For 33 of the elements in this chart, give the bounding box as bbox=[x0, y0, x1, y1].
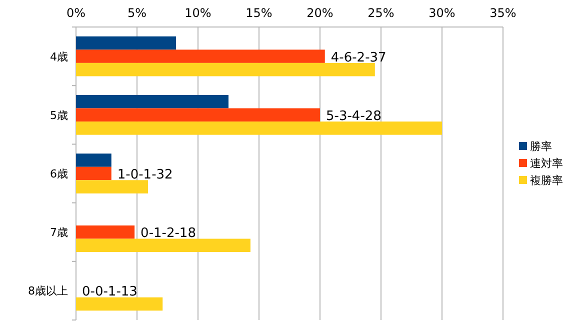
bar bbox=[76, 297, 163, 311]
x-tick-label: 10% bbox=[184, 6, 212, 20]
y-tick-label: 7歳 bbox=[50, 226, 68, 240]
legend-label: 複勝率 bbox=[530, 174, 563, 187]
bar bbox=[76, 225, 135, 239]
y-tick-label: 8歳以上 bbox=[28, 284, 68, 298]
x-tick-label: 30% bbox=[428, 6, 456, 20]
x-tick-label: 35% bbox=[490, 6, 516, 20]
annotation: 4-6-2-37 bbox=[330, 50, 386, 66]
bar bbox=[76, 238, 250, 252]
annotation: 0-0-1-13 bbox=[82, 284, 138, 300]
annotation: 0-1-2-18 bbox=[140, 226, 196, 242]
bar bbox=[76, 36, 176, 50]
bar bbox=[76, 50, 325, 63]
annotation: 5-3-4-28 bbox=[326, 108, 382, 124]
bar bbox=[76, 122, 442, 135]
bar bbox=[76, 180, 148, 194]
y-tick-label: 6歳 bbox=[50, 168, 68, 180]
legend-label: 勝率 bbox=[530, 140, 552, 153]
x-tick-label: 5% bbox=[127, 6, 147, 20]
bar bbox=[76, 166, 112, 180]
bar bbox=[76, 108, 320, 122]
y-tick-label: 4歳 bbox=[50, 50, 68, 64]
bar bbox=[76, 94, 228, 108]
x-tick-label: 25% bbox=[368, 6, 394, 20]
annotation: 1-0-1-32 bbox=[117, 168, 173, 182]
bar bbox=[76, 154, 112, 167]
y-tick-label: 5歳 bbox=[50, 108, 68, 122]
x-tick-label: 20% bbox=[306, 6, 334, 20]
x-tick-label: 15% bbox=[246, 6, 272, 20]
x-tick-label: 0% bbox=[66, 6, 86, 20]
legend-label: 連対率 bbox=[530, 157, 563, 170]
bar bbox=[76, 62, 375, 76]
